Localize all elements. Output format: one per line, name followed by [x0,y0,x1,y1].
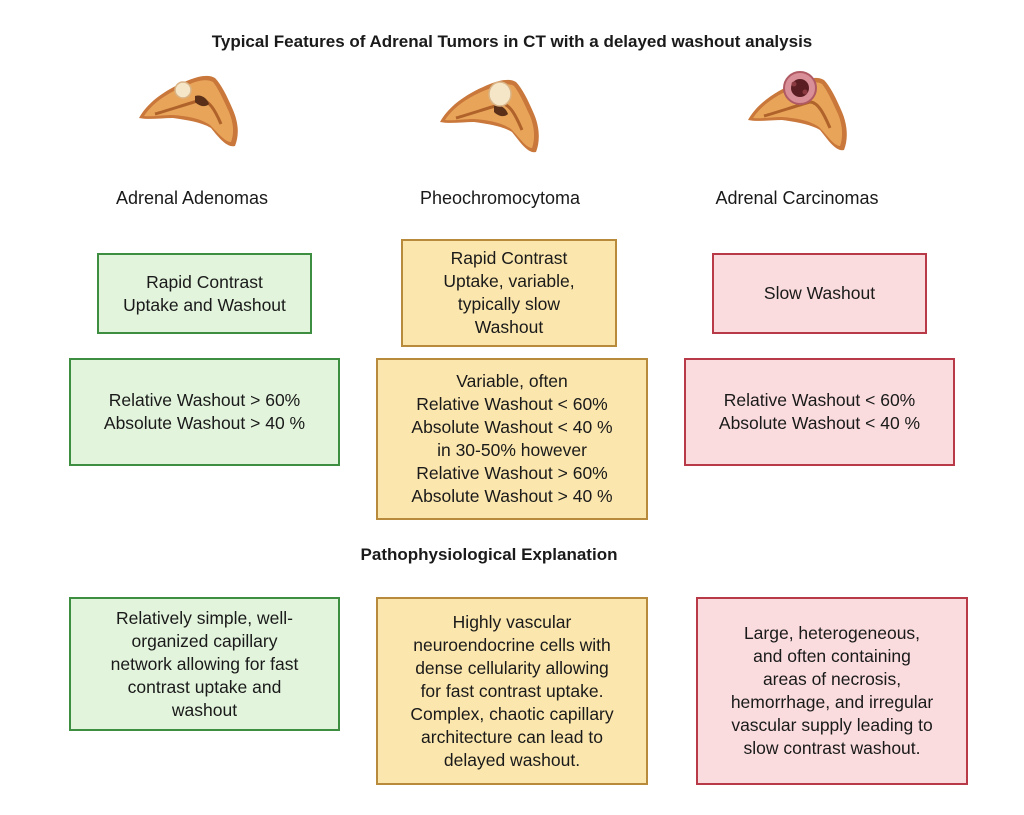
explanation-line: hemorrhage, and irregular [730,692,934,712]
explanation-line: network allowing for fast [110,653,299,674]
washout-line: Absolute Washout < 40 % [411,417,613,437]
explanation-line: contrast uptake and [127,676,282,697]
washout-line: Absolute Washout > 40 % [411,486,613,506]
explanation-line: areas of necrosis, [762,669,902,689]
explanation-box-adenomas: Relatively simple, well- organized capil… [69,597,340,731]
washout-line: in 30-50% however [437,440,587,460]
washout-box-pheochromocytoma: Variable, often Relative Washout < 60% A… [376,358,648,520]
explanation-line: washout [171,699,238,720]
contrast-line: Washout [474,317,544,337]
column-label-adenomas: Adrenal Adenomas [115,188,269,208]
explanation-line: Large, heterogeneous, [743,623,921,643]
contrast-line: Slow Washout [763,283,876,303]
washout-line: Relative Washout < 60% [723,390,916,410]
adrenal-gland-necrotic-tumor-icon [748,71,847,151]
section-heading-explanation: Pathophysiological Explanation [360,545,618,564]
explanation-line: for fast contrast uptake. [420,680,604,701]
washout-line: Absolute Washout < 40 % [718,413,921,433]
contrast-box-adenomas: Rapid Contrast Uptake and Washout [97,253,312,334]
explanation-line: organized capillary [131,630,278,651]
washout-box-adenomas: Relative Washout > 60% Absolute Washout … [69,358,340,466]
contrast-line: Rapid Contrast [146,271,263,292]
explanation-box-carcinomas: Large, heterogeneous, and often containi… [696,597,968,785]
explanation-line: Relatively simple, well- [115,607,293,628]
adrenal-gland-small-nodule-icon [139,75,238,147]
diagram-title: Typical Features of Adrenal Tumors in CT… [211,32,813,51]
explanation-line: architecture can lead to [421,726,603,747]
contrast-line: Uptake, variable, [443,271,575,291]
contrast-line: typically slow [457,294,561,314]
explanation-line: vascular supply leading to [731,715,933,735]
explanation-line: Highly vascular [452,611,572,632]
washout-line: Relative Washout > 60% [416,463,608,483]
washout-line: Absolute Washout > 40 % [103,413,306,433]
contrast-box-pheochromocytoma: Rapid Contrast Uptake, variable, typical… [401,239,617,347]
washout-line: Relative Washout > 60% [108,390,301,410]
washout-line: Variable, often [456,371,568,391]
explanation-line: and often containing [753,646,911,666]
explanation-line: neuroendocrine cells with [413,634,611,655]
explanation-line: dense cellularity allowing [415,657,609,678]
washout-line: Relative Washout < 60% [416,394,608,414]
column-label-carcinomas: Adrenal Carcinomas [715,188,879,208]
explanation-box-pheochromocytoma: Highly vascular neuroendocrine cells wit… [376,597,648,785]
column-label-pheochromocytoma: Pheochromocytoma [419,188,581,208]
contrast-line: Uptake and Washout [123,294,286,315]
explanation-line: Complex, chaotic capillary [410,703,614,724]
adrenal-gland-medulla-tumor-icon [440,79,539,153]
explanation-line: slow contrast washout. [743,738,921,758]
explanation-line: delayed washout. [443,749,581,770]
contrast-line: Rapid Contrast [450,248,568,268]
washout-box-carcinomas: Relative Washout < 60% Absolute Washout … [684,358,955,466]
contrast-box-carcinomas: Slow Washout [712,253,927,334]
